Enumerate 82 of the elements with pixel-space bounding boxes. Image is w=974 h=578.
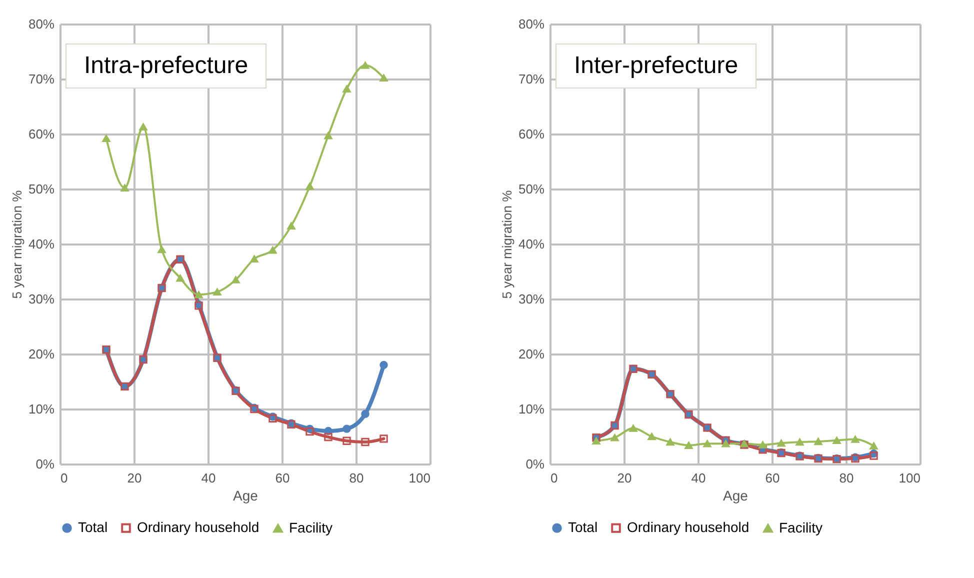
x-tick-label: 100 [898, 470, 920, 486]
y-tick-label: 60% [518, 126, 545, 142]
y-tick-label: 80% [28, 16, 55, 32]
x-tick-label: 0 [550, 470, 558, 486]
y-tick-label: 50% [518, 182, 545, 196]
point [120, 184, 129, 192]
x-tick-label: 20 [617, 470, 632, 486]
legend-label: Total [78, 519, 108, 536]
point [361, 410, 370, 418]
x-tick-label: 100 [408, 470, 430, 486]
point [176, 274, 184, 282]
point [287, 222, 296, 230]
y-tick-label: 60% [28, 126, 55, 142]
point [194, 290, 203, 298]
y-tick-label: 50% [28, 182, 55, 196]
x-tick-label: 60 [765, 470, 780, 486]
y-tick-label: 70% [28, 72, 55, 86]
y-tick-label: 70% [518, 72, 545, 86]
point [777, 439, 786, 447]
point [380, 74, 388, 82]
point [361, 62, 370, 69]
point [306, 182, 314, 190]
x-tick-label: 40 [691, 470, 706, 486]
point [380, 360, 388, 370]
point [361, 438, 370, 446]
point [158, 246, 166, 254]
y-axis-title: 5 year migration % [499, 190, 514, 299]
x-tick-label: 80 [839, 470, 854, 486]
point [832, 436, 841, 444]
text: Inter-prefecture [574, 52, 738, 79]
point [232, 276, 240, 284]
legend-label: Ordinary household [627, 519, 750, 536]
y-tick-label: 40% [28, 236, 55, 252]
point [684, 442, 693, 449]
point [139, 123, 148, 131]
x-axis-title: Age [723, 488, 748, 504]
legend-label: Facility [779, 519, 823, 536]
x-tick-label: 0 [60, 470, 68, 486]
legend-label: Ordinary household [137, 519, 260, 536]
point [796, 438, 804, 446]
point [851, 436, 860, 443]
point [666, 438, 674, 446]
x-tick-label: 20 [127, 470, 142, 486]
y-tick-label: 80% [518, 16, 545, 32]
point [342, 436, 351, 446]
point [380, 434, 388, 443]
legend-label: Total [568, 519, 598, 536]
point [213, 288, 222, 296]
point [722, 440, 730, 448]
y-tick-label: 30% [518, 292, 545, 306]
point [610, 434, 619, 442]
y-tick-label: 30% [28, 292, 55, 306]
point [592, 437, 600, 445]
legend-label: Facility [289, 519, 333, 536]
point [324, 132, 332, 140]
point [629, 424, 638, 432]
y-tick-label: 40% [518, 236, 545, 252]
text: Intra-prefecture [84, 52, 248, 79]
point [758, 441, 767, 448]
point [870, 452, 878, 460]
point [102, 134, 110, 142]
y-tick-label: 10% [28, 402, 55, 416]
point [250, 255, 258, 263]
x-tick-label: 40 [201, 470, 216, 486]
point [814, 438, 822, 446]
point [324, 432, 332, 442]
y-tick-label: 0% [36, 456, 55, 472]
point [268, 246, 277, 254]
point [703, 440, 712, 448]
x-tick-label: 80 [349, 470, 364, 486]
x-axis-title: Age [233, 488, 258, 504]
y-tick-label: 0% [526, 456, 545, 472]
point [342, 424, 351, 433]
point [342, 85, 351, 93]
y-axis-title: 5 year migration % [9, 190, 24, 299]
point [306, 427, 314, 436]
y-tick-label: 20% [518, 346, 545, 362]
point [648, 432, 656, 440]
y-tick-label: 20% [28, 346, 55, 362]
y-tick-label: 10% [518, 402, 545, 416]
x-tick-label: 60 [275, 470, 290, 486]
point [870, 442, 878, 450]
